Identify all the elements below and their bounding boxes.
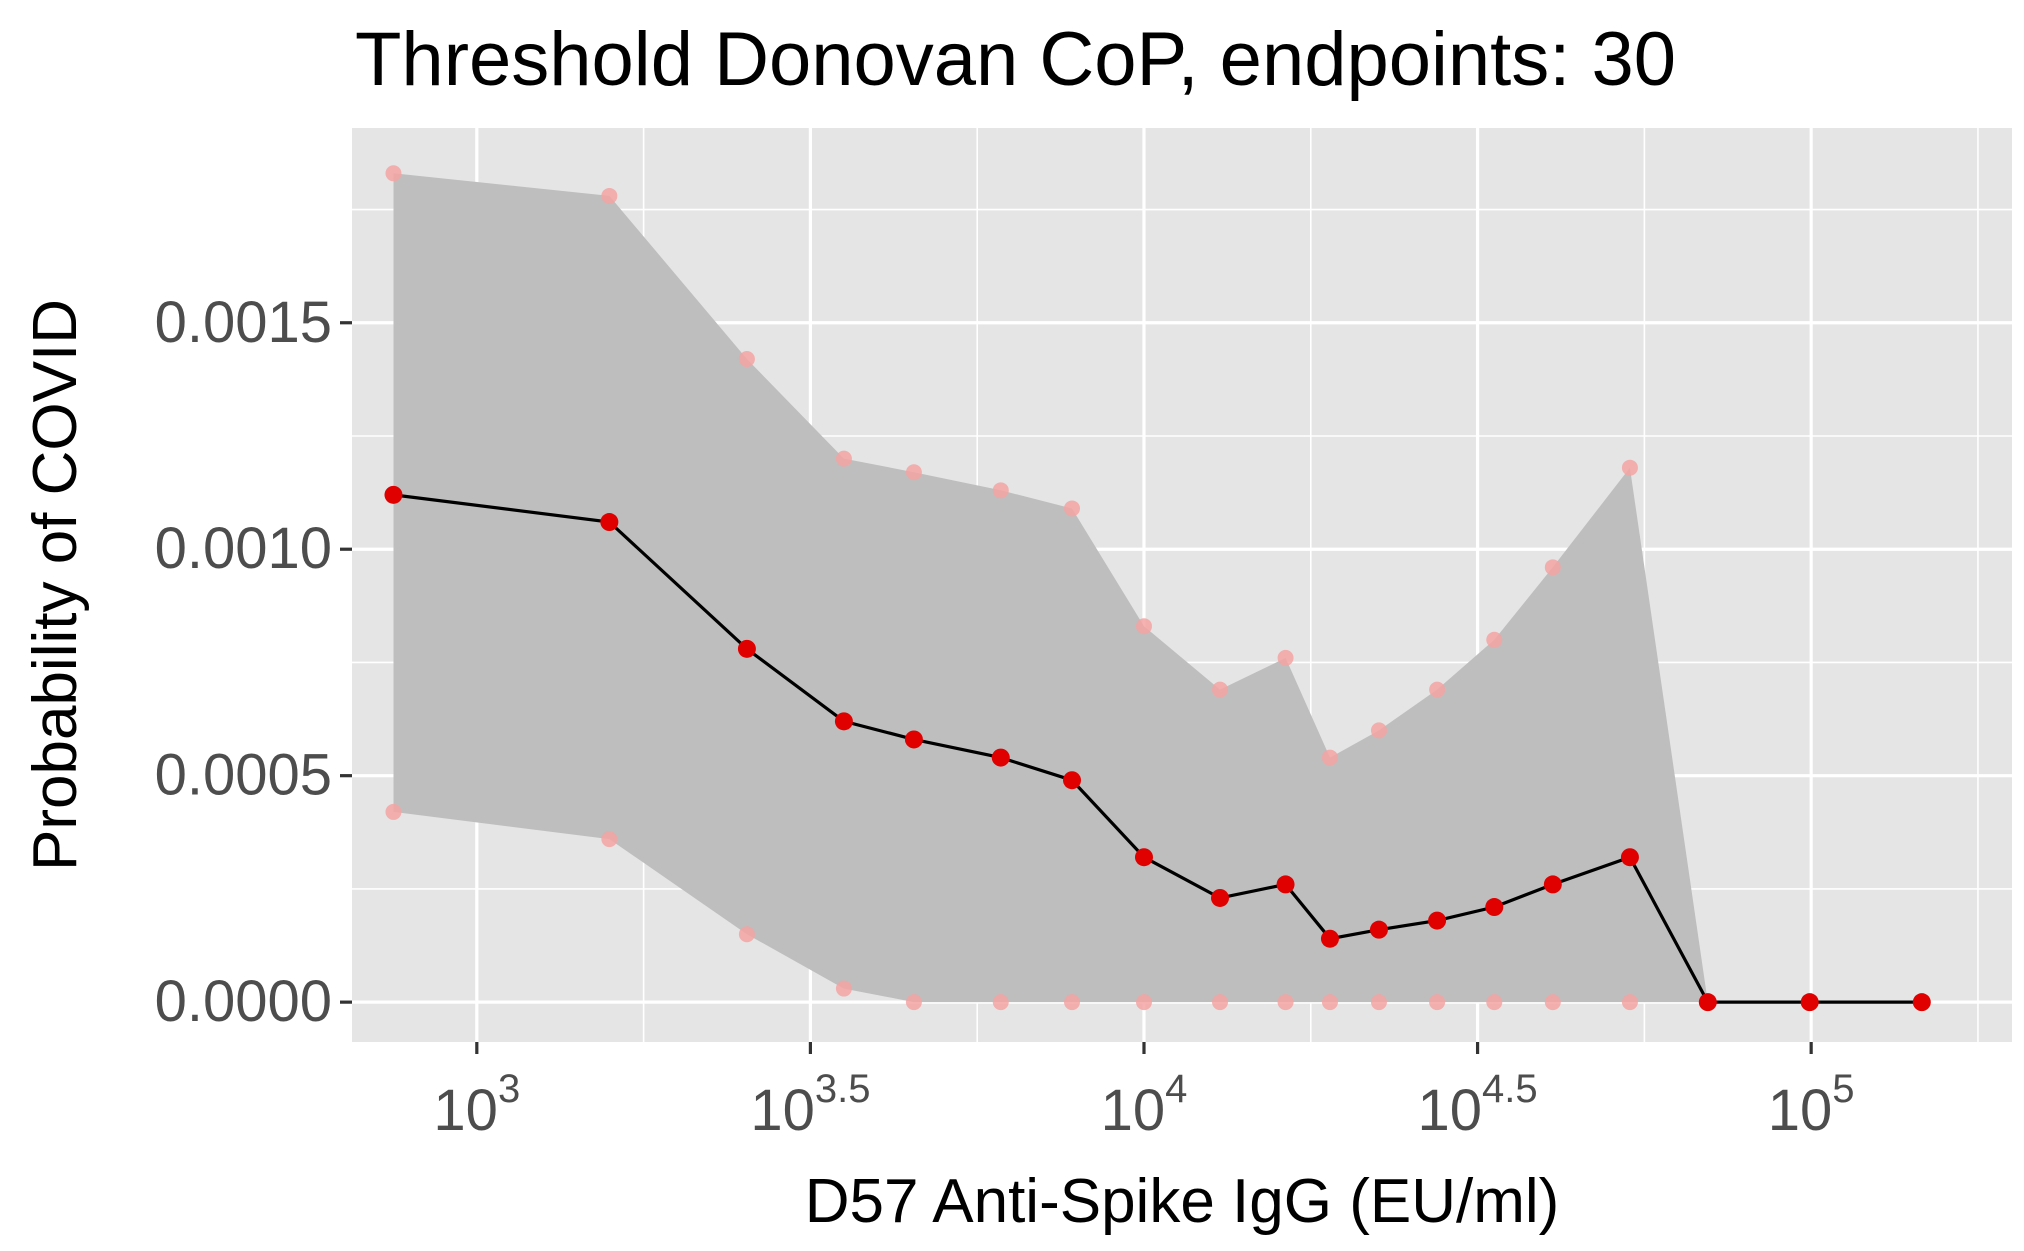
- upper-bound-point: [835, 450, 852, 467]
- estimate-point: [1620, 848, 1639, 867]
- estimate-point: [1698, 993, 1717, 1012]
- estimate-point: [1320, 929, 1339, 948]
- estimate-point: [1485, 898, 1504, 917]
- upper-bound-point: [1621, 459, 1638, 476]
- lower-bound-point: [1544, 994, 1561, 1011]
- lower-bound-point: [992, 994, 1009, 1011]
- lower-bound-point: [1063, 994, 1080, 1011]
- lower-bound-point: [1370, 994, 1387, 1011]
- y-tick-label: 0.0000: [155, 969, 332, 1034]
- x-tick-label: 105: [1768, 1067, 1855, 1143]
- estimate-point: [1543, 875, 1562, 894]
- estimate-point: [1134, 848, 1153, 867]
- estimate-point: [384, 485, 403, 504]
- lower-bound-point: [1429, 994, 1446, 1011]
- lower-bound-point: [738, 926, 755, 943]
- estimate-point: [834, 712, 853, 731]
- confidence-band: [393, 173, 1922, 1003]
- confidence-bound-points: [385, 165, 1638, 1011]
- lower-bound-point: [1486, 994, 1503, 1011]
- upper-bound-point: [1135, 618, 1152, 635]
- y-axis: 0.0000 0.0005 0.0010 0.0015: [155, 290, 352, 1034]
- upper-bound-point: [1063, 500, 1080, 517]
- estimate-point: [1369, 920, 1388, 939]
- y-tick-label: 0.0010: [155, 516, 332, 581]
- x-tick-label: 104: [1101, 1067, 1188, 1143]
- upper-bound-point: [738, 350, 755, 367]
- estimate-point: [600, 513, 619, 532]
- estimate-point: [1062, 771, 1081, 790]
- y-tick-label: 0.0005: [155, 743, 332, 808]
- upper-bound-point: [1544, 559, 1561, 576]
- x-axis: 103 103.5 104 104.5 105: [433, 1042, 1855, 1143]
- lower-bound-point: [1621, 994, 1638, 1011]
- lower-bound-point: [1135, 994, 1152, 1011]
- lower-bound-point: [385, 803, 402, 820]
- lower-bound-point: [1321, 994, 1338, 1011]
- estimate-point: [1912, 993, 1931, 1012]
- estimate-point: [1428, 911, 1447, 930]
- lower-bound-point: [905, 994, 922, 1011]
- lower-bound-point: [1212, 994, 1229, 1011]
- lower-bound-point: [1277, 994, 1294, 1011]
- estimate-point: [1276, 875, 1295, 894]
- upper-bound-point: [1212, 681, 1229, 698]
- estimate-point: [991, 748, 1010, 767]
- estimate-point: [737, 639, 756, 658]
- upper-bound-point: [1429, 681, 1446, 698]
- estimate-point: [904, 730, 923, 749]
- estimate-point: [1800, 993, 1819, 1012]
- upper-bound-point: [1370, 722, 1387, 739]
- estimate-point: [1211, 888, 1230, 907]
- y-tick-label: 0.0015: [155, 290, 332, 355]
- y-axis-label: Probability of COVID: [21, 299, 90, 871]
- lower-bound-point: [601, 831, 618, 848]
- upper-bound-point: [905, 464, 922, 481]
- x-tick-label: 103.5: [750, 1067, 870, 1143]
- upper-bound-point: [1486, 631, 1503, 648]
- upper-bound-point: [601, 187, 618, 204]
- x-tick-label: 104.5: [1418, 1067, 1538, 1143]
- upper-bound-point: [1277, 649, 1294, 666]
- upper-bound-point: [992, 482, 1009, 499]
- lower-bound-point: [835, 980, 852, 997]
- upper-bound-point: [1321, 749, 1338, 766]
- estimate-points: [384, 485, 1931, 1012]
- x-axis-label: D57 Anti-Spike IgG (EU/ml): [805, 1167, 1560, 1236]
- chart-title: Threshold Donovan CoP, endpoints: 30: [355, 17, 1676, 102]
- x-tick-label: 103: [433, 1067, 520, 1143]
- upper-bound-point: [385, 165, 402, 182]
